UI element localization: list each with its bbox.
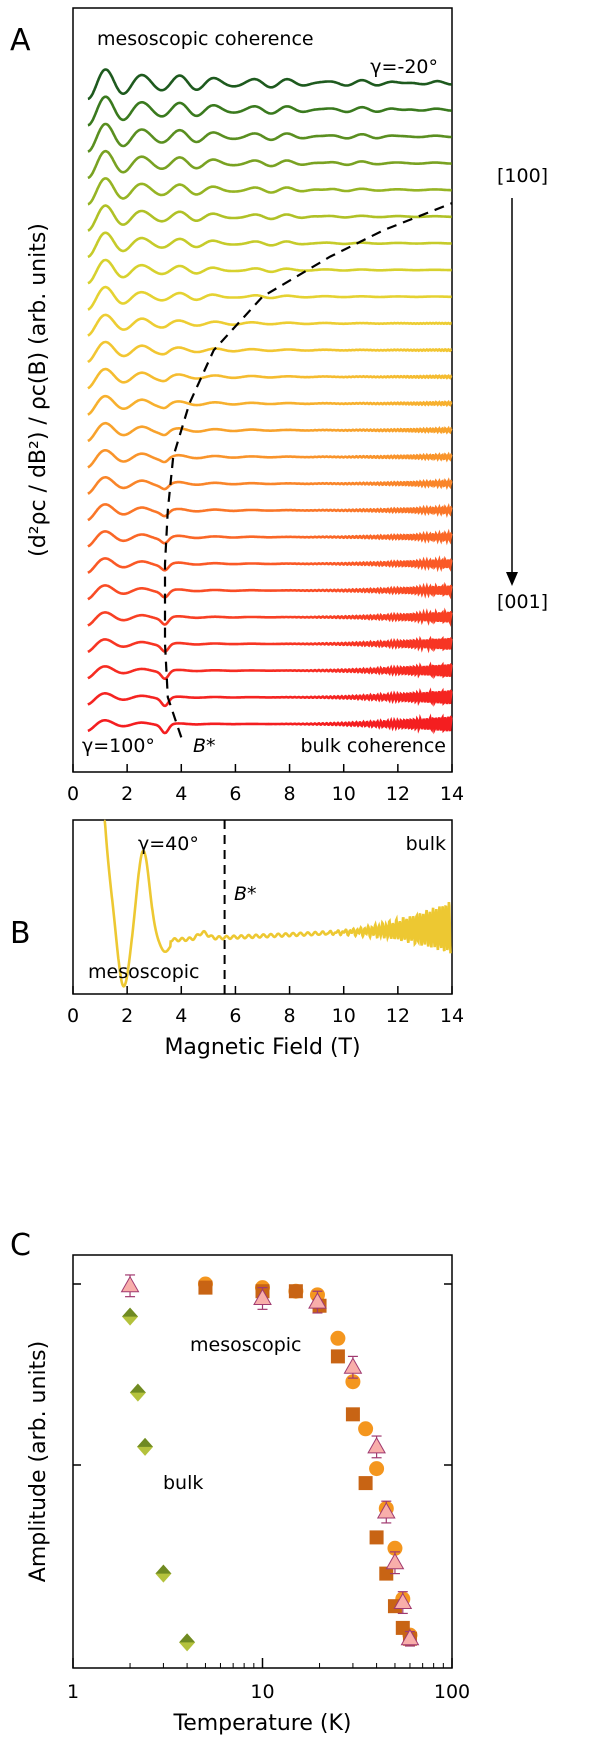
point-square: [198, 1280, 213, 1295]
trace: [87, 95, 452, 127]
direction-label-100: [100]: [497, 165, 548, 187]
annotation-mesoscopic: mesoscopic: [88, 961, 199, 983]
point-square: [358, 1476, 373, 1491]
x-tick-label: 2: [121, 1005, 133, 1027]
trace: [87, 122, 452, 153]
trace: [87, 713, 453, 735]
trace: [87, 204, 452, 232]
point-triangle: [308, 1292, 327, 1309]
annotation-gamma: γ=40°: [138, 833, 199, 855]
point-diamond-shade: [179, 1633, 196, 1643]
plot-frame: [72, 819, 453, 995]
direction-arrow-head: [506, 572, 518, 586]
x-axis-label: Magnetic Field (T): [164, 1035, 360, 1060]
trace: [87, 607, 453, 627]
trace: [87, 421, 453, 443]
traces: [87, 68, 453, 735]
point-circle: [369, 1461, 385, 1477]
annotation-bulk-coherence: bulk coherence: [301, 735, 447, 757]
annotation-mesoscopic-coherence: mesoscopic coherence: [97, 28, 314, 50]
trace: [87, 476, 453, 495]
panel-b: 0 2 4 6 8 10 12 14 Magnetic Field (T) γ=40° mesosc…: [67, 819, 464, 1060]
x-tick-label: 12: [386, 783, 410, 805]
x-tick-label: 0: [67, 783, 79, 805]
data-points: [120, 1274, 420, 1652]
x-axis-label: Temperature (K): [173, 1711, 352, 1736]
point-triangle: [376, 1502, 396, 1519]
point-diamond-shade: [122, 1307, 139, 1317]
trace: [87, 503, 453, 522]
x-tick-label: 8: [284, 783, 296, 805]
trace: [87, 340, 453, 364]
point-triangle: [253, 1288, 272, 1305]
annotation-bulk: bulk: [163, 1472, 203, 1494]
point-diamond-shade: [129, 1383, 146, 1393]
panel-c: Amplitude (arb. units) Temperature (K) 1 10…: [26, 1254, 470, 1736]
trace: [87, 394, 453, 416]
x-tick-label: 1: [67, 1681, 79, 1703]
trace: [87, 555, 453, 574]
trace: [87, 68, 452, 101]
y-axis-label: Amplitude (arb. units): [26, 1341, 51, 1582]
panel-a: (d²ρc / dB²) / ρc(B) (arb. units) 0 2 4 6 8 10…: [26, 7, 548, 805]
plot-frame: [72, 7, 453, 773]
x-tick-label: 8: [284, 1005, 296, 1027]
point-square: [379, 1566, 394, 1581]
trace: [87, 528, 453, 548]
trace: [87, 661, 453, 680]
annotation-gamma-top: γ=-20°: [370, 56, 438, 78]
trace: [87, 177, 452, 206]
point-square: [330, 1349, 345, 1364]
point-diamond-shade: [137, 1437, 154, 1447]
point-triangle: [367, 1436, 386, 1454]
panel-letter-c: C: [10, 1228, 31, 1263]
trace: [87, 285, 452, 311]
y-axis-label: (d²ρc / dB²) / ρc(B) (arb. units): [26, 223, 51, 557]
point-triangle: [385, 1552, 405, 1570]
trace: [87, 635, 453, 654]
point-square: [369, 1530, 384, 1545]
annotation-bstar: B*: [193, 735, 216, 757]
x-tick-label: 14: [440, 1005, 464, 1027]
x-tick-label: 6: [229, 783, 241, 805]
x-tick-label: 100: [434, 1681, 470, 1703]
x-tick-label: 2: [121, 783, 133, 805]
annotation-mesoscopic: mesoscopic: [190, 1334, 301, 1356]
point-square: [345, 1407, 360, 1422]
point-triangle: [393, 1592, 413, 1610]
annotation-gamma-bottom: γ=100°: [82, 735, 155, 757]
annotation-bulk: bulk: [406, 833, 446, 855]
x-tick-label: 4: [175, 1005, 187, 1027]
trace-gamma-40: [103, 819, 452, 988]
x-tick-label: 12: [386, 1005, 410, 1027]
panel-letter-b: B: [10, 916, 31, 951]
x-tick-label: 10: [332, 783, 356, 805]
trace: [87, 581, 453, 601]
point-circle: [358, 1421, 374, 1437]
trace: [87, 149, 452, 180]
point-triangle: [400, 1628, 420, 1646]
trace: [87, 449, 453, 469]
x-tick-label: 0: [67, 1005, 79, 1027]
trace: [87, 367, 453, 390]
x-tick-label: 10: [250, 1681, 274, 1703]
trace: [87, 313, 452, 337]
annotation-bstar: B*: [234, 883, 257, 905]
trace: [87, 231, 452, 259]
point-triangle: [120, 1275, 140, 1293]
x-tick-label: 4: [175, 783, 187, 805]
x-tick-label: 10: [332, 1005, 356, 1027]
x-tick-label: 14: [440, 783, 464, 805]
point-diamond-shade: [155, 1564, 172, 1574]
bstar-boundary: [163, 202, 453, 738]
point-triangle: [343, 1357, 363, 1374]
trace: [87, 258, 452, 285]
x-tick-label: 6: [229, 1005, 241, 1027]
panel-letter-a: A: [10, 23, 31, 58]
point-square: [288, 1284, 303, 1299]
direction-label-001: [001]: [497, 591, 548, 613]
trace: [87, 687, 453, 708]
point-circle: [330, 1330, 346, 1346]
